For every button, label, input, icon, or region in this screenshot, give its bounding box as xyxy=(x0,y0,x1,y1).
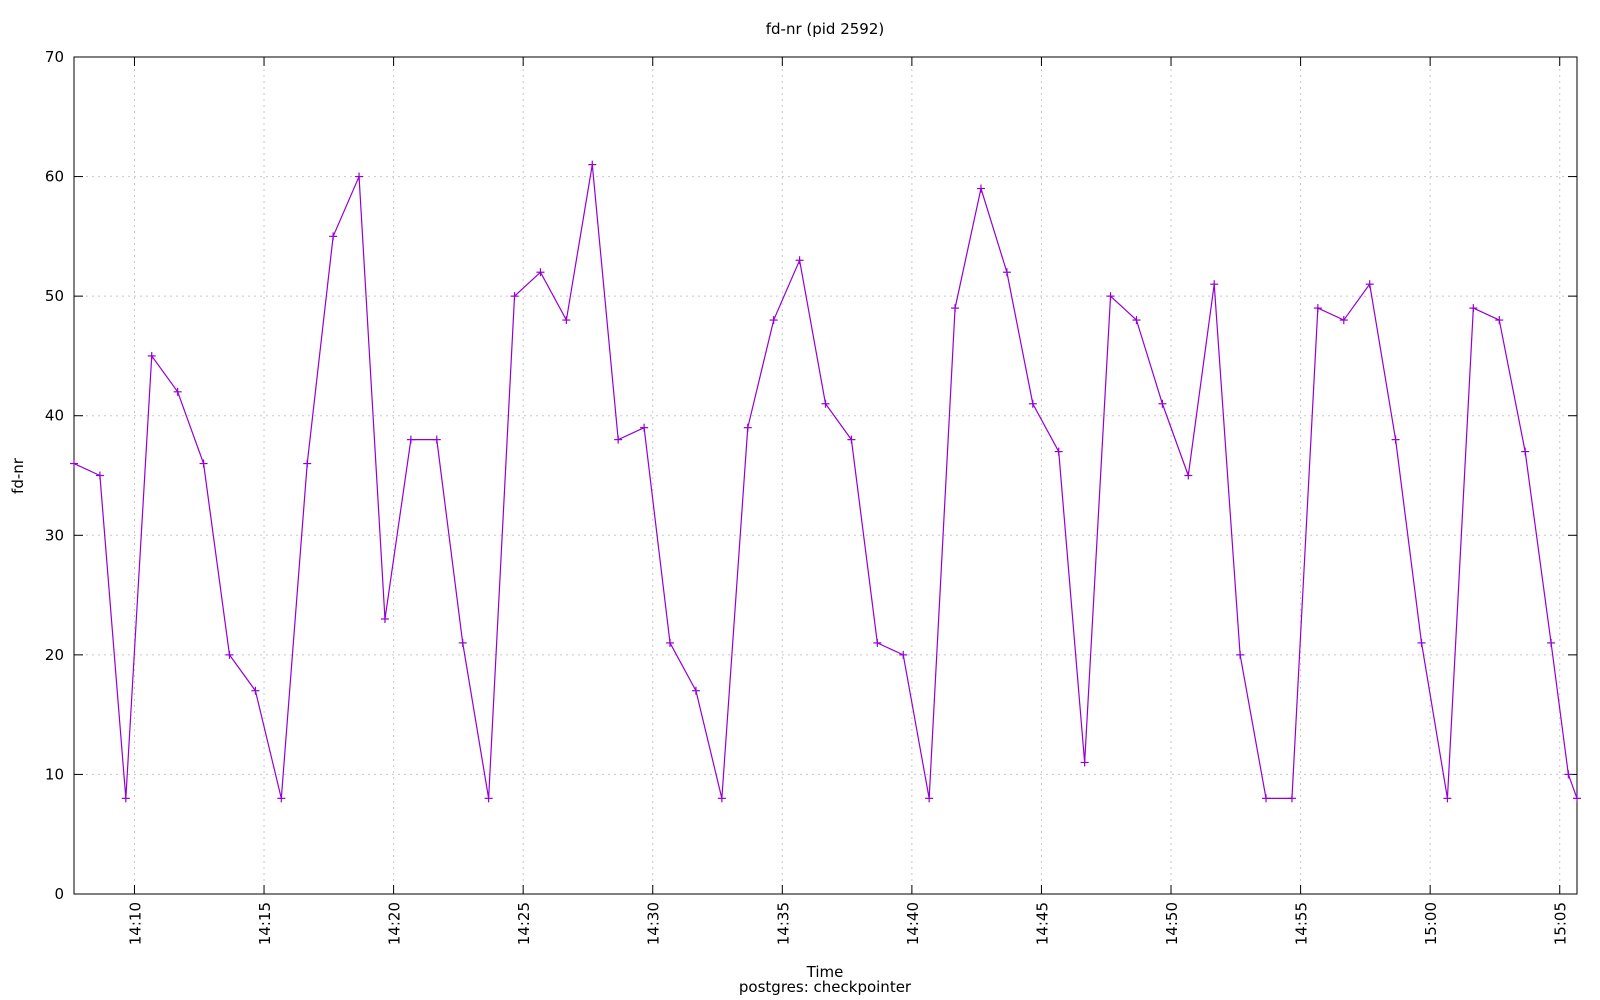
data-point xyxy=(1417,638,1426,647)
data-point xyxy=(329,232,338,241)
data-point xyxy=(691,686,700,695)
data-point xyxy=(1184,471,1193,480)
data-point xyxy=(1262,794,1271,803)
y-tick-label: 30 xyxy=(45,526,64,544)
y-tick-label: 20 xyxy=(45,646,64,664)
data-point xyxy=(1443,794,1452,803)
data-point xyxy=(1521,447,1530,456)
data-point xyxy=(976,184,985,193)
data-point xyxy=(406,435,415,444)
chart-subtitle: postgres: checkpointer xyxy=(739,978,912,996)
x-tick-label: 14:50 xyxy=(1163,902,1181,945)
y-axis-label: fd-nr xyxy=(9,457,27,494)
x-tick-label: 14:55 xyxy=(1293,902,1311,945)
x-tick-label: 15:00 xyxy=(1422,902,1440,945)
x-axis: 14:10 14:15 14:20 14:25 14:30 14:35 14:40 14:45… xyxy=(126,57,1570,945)
data-point xyxy=(510,292,519,301)
data-point xyxy=(1054,447,1063,456)
data-point xyxy=(484,794,493,803)
data-point xyxy=(303,459,312,468)
data-point xyxy=(458,638,467,647)
y-tick-label: 60 xyxy=(45,168,64,186)
data-point xyxy=(1080,758,1089,767)
data-point xyxy=(380,614,389,623)
data-point xyxy=(769,316,778,325)
data-point xyxy=(1210,280,1219,289)
x-axis-label: Time xyxy=(806,963,844,981)
x-tick-label: 14:25 xyxy=(515,902,533,945)
data-point xyxy=(873,638,882,647)
data-point xyxy=(640,423,649,432)
data-point xyxy=(743,423,752,432)
data-point xyxy=(562,316,571,325)
data-point xyxy=(899,650,908,659)
x-tick-label: 14:40 xyxy=(904,902,922,945)
data-point xyxy=(95,471,104,480)
data-point xyxy=(1132,316,1141,325)
data-point xyxy=(70,459,78,468)
x-tick-label: 14:35 xyxy=(774,902,792,945)
x-tick-label: 14:15 xyxy=(256,902,274,945)
data-point xyxy=(925,794,934,803)
data-point xyxy=(1469,304,1478,313)
chart-title: fd-nr (pid 2592) xyxy=(766,20,885,38)
data-point xyxy=(225,650,234,659)
data-point xyxy=(1158,399,1167,408)
data-point xyxy=(199,459,208,468)
data-point xyxy=(147,351,156,360)
x-tick-label: 14:45 xyxy=(1033,902,1051,945)
data-point xyxy=(536,268,545,277)
data-point xyxy=(1495,316,1504,325)
x-tick-label: 14:10 xyxy=(126,902,144,945)
data-point xyxy=(1002,268,1011,277)
data-point xyxy=(1547,638,1556,647)
data-point xyxy=(795,256,804,265)
data-point xyxy=(432,435,441,444)
y-tick-label: 0 xyxy=(54,885,64,903)
data-point xyxy=(251,686,260,695)
y-tick-label: 40 xyxy=(45,407,64,425)
data-point xyxy=(173,387,182,396)
data-point xyxy=(588,160,597,169)
series-line xyxy=(73,164,1578,799)
data-point xyxy=(821,399,830,408)
data-point xyxy=(1236,650,1245,659)
x-tick-label: 14:20 xyxy=(386,902,404,945)
y-tick-label: 70 xyxy=(45,48,64,66)
data-point xyxy=(1106,292,1115,301)
data-point xyxy=(1573,794,1581,803)
data-point xyxy=(847,435,856,444)
plot-area-frame xyxy=(73,56,1578,895)
data-point xyxy=(277,794,286,803)
data-point xyxy=(1313,304,1322,313)
y-tick-label: 50 xyxy=(45,287,64,305)
data-point xyxy=(1028,399,1037,408)
data-point xyxy=(1564,770,1573,779)
data-point xyxy=(717,794,726,803)
x-tick-label: 15:05 xyxy=(1552,902,1570,945)
data-point xyxy=(1287,794,1296,803)
data-point xyxy=(1391,435,1400,444)
data-point xyxy=(1365,280,1374,289)
grid-lines xyxy=(74,57,1577,894)
y-tick-label: 10 xyxy=(45,765,64,783)
data-point xyxy=(121,794,130,803)
y-axis: 0 10 20 30 40 50 60 70 xyxy=(45,48,1577,903)
data-point xyxy=(614,435,623,444)
series-fd-nr xyxy=(70,160,1581,803)
x-tick-label: 14:30 xyxy=(645,902,663,945)
data-point xyxy=(355,172,364,181)
data-point xyxy=(666,638,675,647)
data-point xyxy=(1339,316,1348,325)
data-point xyxy=(951,304,960,313)
